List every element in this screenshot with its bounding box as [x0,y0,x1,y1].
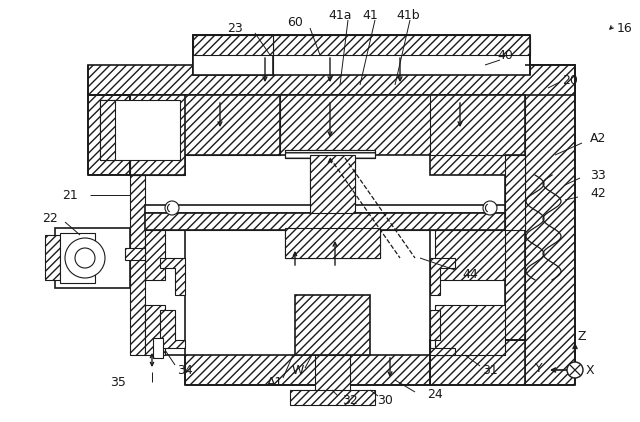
Polygon shape [100,100,115,160]
Polygon shape [310,155,355,213]
Bar [193,35,530,75]
Polygon shape [185,355,430,385]
Polygon shape [160,258,185,295]
Polygon shape [88,95,130,175]
Polygon shape [430,258,455,295]
Text: 41b: 41b [396,8,420,22]
Bar [100,100,180,160]
Text: 34: 34 [177,363,193,376]
Text: 30: 30 [377,393,393,406]
Text: 60: 60 [287,16,303,29]
Polygon shape [280,95,525,175]
Bar [193,35,273,75]
Polygon shape [505,155,525,340]
Polygon shape [88,95,185,175]
Polygon shape [130,95,280,175]
Polygon shape [525,65,575,385]
Circle shape [567,362,583,378]
Text: 31: 31 [482,363,498,376]
Bar [285,150,375,158]
Text: X: X [586,365,595,378]
Text: 41: 41 [362,8,378,22]
Text: W: W [292,363,304,376]
Bar [145,205,505,213]
Polygon shape [430,340,525,385]
Text: 33: 33 [590,168,606,181]
Polygon shape [160,310,185,348]
Polygon shape [315,355,350,395]
Polygon shape [505,155,525,230]
Bar [45,235,60,280]
Circle shape [75,248,95,268]
Polygon shape [435,230,505,280]
Text: 42: 42 [590,187,606,200]
Text: 24: 24 [427,389,443,401]
Text: 22: 22 [42,211,58,225]
Text: Y: Y [535,362,543,376]
Polygon shape [130,175,145,355]
Text: 32: 32 [342,393,358,406]
Text: 44: 44 [462,268,478,281]
Circle shape [483,201,497,215]
Text: A1: A1 [267,376,283,390]
Polygon shape [145,230,185,355]
Polygon shape [88,65,575,95]
Polygon shape [193,35,530,55]
Bar [285,150,375,158]
Polygon shape [435,305,505,355]
Polygon shape [295,295,370,355]
Circle shape [165,201,179,215]
Polygon shape [430,310,455,355]
Text: Z: Z [578,330,586,344]
Text: A2: A2 [590,132,606,144]
Text: 23: 23 [227,22,243,35]
Polygon shape [193,35,273,55]
Polygon shape [285,228,380,258]
Polygon shape [430,230,505,355]
Bar [60,233,95,283]
Polygon shape [290,390,375,405]
Bar [125,248,145,260]
Text: 40: 40 [497,49,513,62]
Bar [55,228,130,288]
Polygon shape [145,305,165,355]
Text: 20: 20 [562,73,578,87]
Text: 16: 16 [617,22,633,35]
Polygon shape [145,230,165,280]
Polygon shape [153,338,163,358]
Text: 41a: 41a [328,8,352,22]
Circle shape [65,238,105,278]
Text: 35: 35 [110,376,126,390]
Text: 21: 21 [62,189,78,201]
Polygon shape [145,213,505,230]
